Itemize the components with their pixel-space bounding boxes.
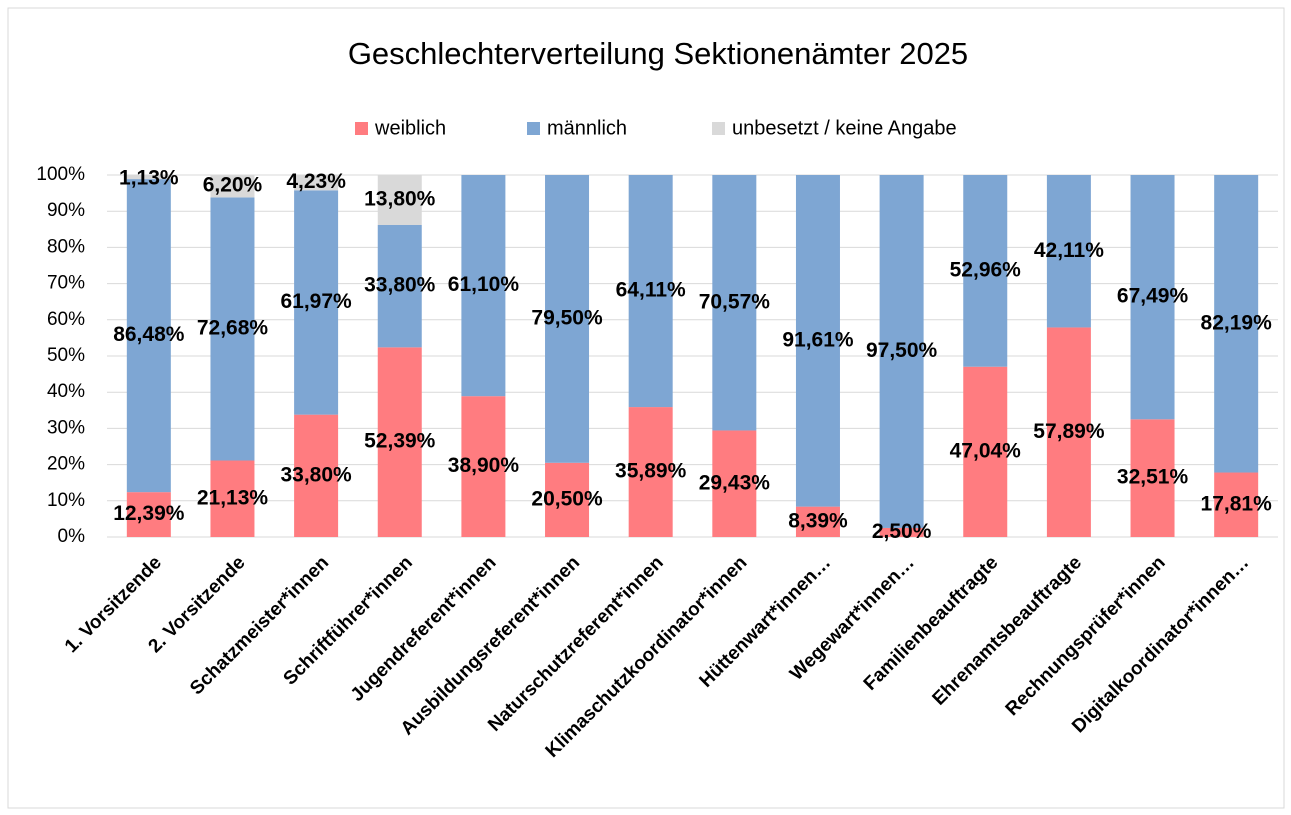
- data-label: 72,68%: [197, 317, 269, 340]
- bar-segment: [628, 175, 673, 408]
- data-label: 91,61%: [782, 328, 854, 351]
- data-label: 4,23%: [286, 170, 346, 193]
- data-label: 1,13%: [119, 167, 179, 190]
- data-label: 20,50%: [531, 487, 603, 510]
- y-tick-label: 100%: [36, 164, 85, 185]
- bar-segment: [963, 366, 1008, 537]
- bar-segment: [1130, 175, 1175, 420]
- chart-title: Geschlechterverteilung Sektionenämter 20…: [348, 36, 968, 71]
- legend-label: weiblich: [374, 117, 446, 139]
- data-label: 61,97%: [280, 290, 352, 313]
- y-tick-label: 70%: [47, 273, 85, 294]
- data-label: 61,10%: [448, 273, 520, 296]
- bar-segment: [1214, 472, 1259, 537]
- bar-segment: [126, 175, 171, 180]
- bar-segment: [210, 197, 255, 461]
- data-label: 8,39%: [788, 509, 848, 532]
- bar-segment: [210, 174, 255, 198]
- bar-segment: [294, 175, 339, 191]
- data-label: 57,89%: [1033, 420, 1105, 443]
- y-tick-label: 80%: [47, 236, 85, 257]
- data-label: 32,51%: [1117, 466, 1189, 489]
- data-label: 70,57%: [699, 290, 771, 313]
- data-label: 52,96%: [950, 258, 1022, 281]
- data-label: 97,50%: [866, 339, 938, 362]
- bar-segment: [1130, 419, 1175, 537]
- y-tick-label: 50%: [47, 345, 85, 366]
- data-label: 86,48%: [113, 323, 185, 346]
- y-tick-label: 60%: [47, 309, 85, 330]
- data-label: 64,11%: [616, 279, 686, 302]
- bar-segment: [377, 347, 422, 537]
- bar-segment: [1214, 175, 1259, 473]
- legend-swatch: [355, 122, 368, 135]
- y-tick-label: 30%: [47, 417, 85, 438]
- data-label: 21,13%: [197, 486, 269, 509]
- bar-segment: [461, 396, 506, 537]
- legend-label: unbesetzt / keine Angabe: [732, 117, 957, 139]
- legend-label: männlich: [547, 117, 627, 139]
- data-label: 2,50%: [872, 520, 932, 543]
- data-label: 38,90%: [448, 454, 520, 477]
- bar-segment: [879, 527, 924, 537]
- data-label: 33,80%: [364, 274, 436, 297]
- legend-swatch: [712, 122, 725, 135]
- data-label: 6,20%: [203, 174, 263, 197]
- bar-segment: [879, 175, 924, 528]
- y-tick-label: 20%: [47, 454, 85, 475]
- bar-segment: [712, 175, 757, 431]
- data-label: 17,81%: [1201, 492, 1273, 515]
- data-label: 29,43%: [699, 471, 771, 494]
- bar-segment: [545, 462, 590, 537]
- bar-segment: [628, 407, 673, 537]
- bar-segment: [210, 460, 255, 537]
- y-tick-label: 0%: [58, 526, 86, 547]
- bar-segment: [377, 175, 422, 225]
- bar-segment: [795, 175, 840, 507]
- data-label: 82,19%: [1201, 311, 1273, 334]
- data-label: 35,89%: [615, 460, 687, 483]
- data-label: 42,11%: [1034, 239, 1104, 262]
- bar-segment: [1046, 327, 1091, 537]
- data-label: 79,50%: [531, 306, 603, 329]
- bar-segment: [1046, 175, 1091, 328]
- bar-segment: [294, 414, 339, 537]
- bar-segment: [126, 179, 171, 493]
- bar-segment: [377, 224, 422, 348]
- bar-segment: [545, 175, 590, 463]
- y-tick-label: 90%: [47, 200, 85, 221]
- bar-segment: [795, 506, 840, 537]
- data-label: 52,39%: [364, 430, 436, 453]
- bar-segment: [126, 492, 171, 537]
- data-label: 12,39%: [113, 502, 185, 525]
- y-tick-label: 10%: [47, 490, 85, 511]
- data-label: 67,49%: [1117, 285, 1189, 308]
- bar-segment: [294, 190, 339, 415]
- data-label: 47,04%: [950, 439, 1022, 462]
- legend-swatch: [527, 122, 540, 135]
- bar-segment: [712, 430, 757, 537]
- bar-segment: [461, 175, 506, 397]
- data-label: 33,80%: [280, 463, 352, 486]
- y-tick-label: 40%: [47, 381, 85, 402]
- data-label: 13,80%: [364, 188, 436, 211]
- bar-segment: [963, 175, 1008, 367]
